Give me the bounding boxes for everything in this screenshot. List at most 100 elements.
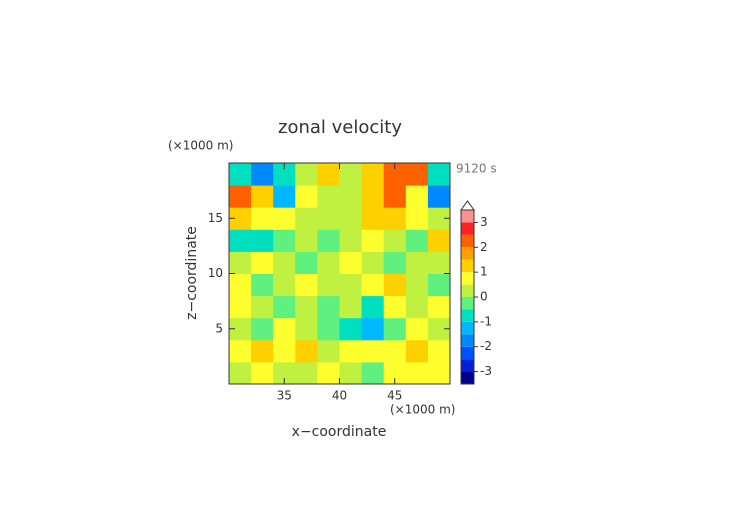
y-tick-label: 10 (208, 266, 223, 280)
field-cell (405, 273, 429, 297)
field-cell (251, 207, 274, 230)
field-cell (427, 339, 451, 363)
field-cell (295, 361, 318, 385)
field-cell (339, 229, 363, 252)
field-cell (405, 317, 429, 341)
field-cell (427, 229, 451, 252)
field-cell (251, 251, 274, 274)
field-cell (273, 163, 296, 186)
field-cell (229, 229, 252, 252)
colorbar-bin (461, 321, 474, 335)
y-unit: (×1000 m) (168, 139, 233, 153)
colorbar-bin (461, 346, 474, 360)
field-cell (317, 317, 340, 341)
x-axis-label: x−coordinate (292, 424, 387, 440)
field-cell (383, 339, 407, 363)
chart-title: zonal velocity (278, 117, 402, 138)
field-cell (383, 229, 407, 252)
x-unit: (×1000 m) (390, 403, 455, 417)
field-cell (229, 273, 252, 297)
colorbar-bin (461, 359, 474, 372)
field-cell (295, 207, 318, 230)
colorbar-bin (461, 222, 474, 235)
field-cell (361, 317, 385, 341)
field-cell (229, 163, 252, 186)
field-cell (295, 339, 318, 363)
field-cell (273, 295, 296, 319)
field-cell (317, 229, 340, 252)
x-tick-label: 45 (387, 389, 402, 403)
field-cell (295, 163, 318, 186)
field-cell (251, 361, 274, 385)
colorbar-bin (461, 334, 474, 347)
field-cell (229, 339, 252, 363)
field-cell (339, 185, 363, 208)
field-cell (427, 207, 451, 230)
y-tick-label: 5 (215, 321, 223, 335)
field-cell (229, 361, 252, 385)
field-cell (317, 251, 340, 274)
field-cell (251, 273, 274, 297)
field-cell (405, 361, 429, 385)
field-cell (339, 295, 363, 319)
field-cell (361, 163, 385, 186)
field-cell (383, 163, 407, 186)
colorbar-bin (461, 371, 474, 384)
field-cell (273, 339, 296, 363)
field-cell (383, 207, 407, 230)
field-cell (295, 273, 318, 297)
field-cell (229, 295, 252, 319)
field-cell (361, 207, 385, 230)
colorbar-bin (461, 259, 474, 273)
field-cell (251, 163, 274, 186)
field-cell (383, 251, 407, 274)
field-cell (273, 207, 296, 230)
field-cell (317, 185, 340, 208)
colorbar-bin (461, 284, 474, 297)
field-cell (273, 185, 296, 208)
field-cell (427, 361, 451, 385)
field-cell (361, 361, 385, 385)
colorbar-tick-label: 2 (480, 240, 488, 254)
field-cell (405, 185, 429, 208)
colorbar-extension (460, 200, 475, 211)
colorbar-tick-label: -3 (480, 364, 492, 378)
field-cell (405, 251, 429, 274)
field-cell (427, 185, 451, 208)
colorbar-bin (461, 272, 474, 285)
field-cell (295, 317, 318, 341)
field-cell (251, 185, 274, 208)
field-cell (339, 163, 363, 186)
colorbar-tick-label: 3 (480, 215, 488, 229)
field-cell (361, 273, 385, 297)
field-cell (317, 339, 340, 363)
field-cell (251, 339, 274, 363)
field-cell (405, 163, 429, 186)
field-cell (405, 207, 429, 230)
field-cell (295, 251, 318, 274)
time-label: 9120 s (456, 162, 497, 176)
colorbar-bin (461, 297, 474, 310)
field-cell (427, 295, 451, 319)
field-cell (273, 229, 296, 252)
field-cell (229, 207, 252, 230)
field-cell (339, 207, 363, 230)
field-cell (273, 317, 296, 341)
field-cell (361, 229, 385, 252)
field-cell (405, 229, 429, 252)
field-cell (295, 185, 318, 208)
colorbar-bin (461, 309, 474, 322)
field-cell (427, 273, 451, 297)
field-cell (383, 185, 407, 208)
field-cell (229, 317, 252, 341)
field-cell (317, 295, 340, 319)
field-cell (427, 317, 451, 341)
colorbar-bin (461, 234, 474, 248)
field-cell (361, 295, 385, 319)
field-cell (251, 317, 274, 341)
field-cell (427, 163, 451, 186)
field-cell (317, 273, 340, 297)
field-cell (405, 295, 429, 319)
x-tick-label: 35 (277, 389, 292, 403)
